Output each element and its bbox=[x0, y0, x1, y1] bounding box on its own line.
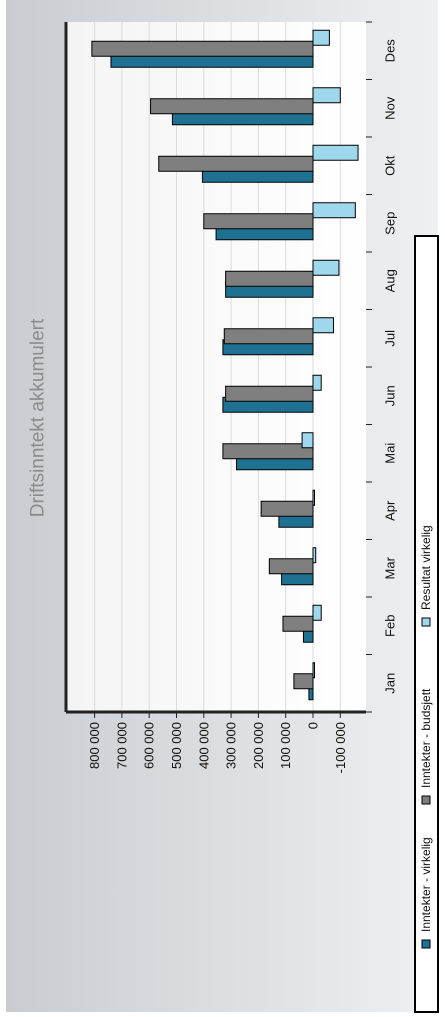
value-tick-label: 600 000 bbox=[142, 722, 157, 769]
category-label: Feb bbox=[383, 615, 398, 637]
bar-resultat-virkelig-des bbox=[312, 29, 330, 46]
legend-label-inntekter-budsjett: Inntekter - budsjett bbox=[419, 688, 433, 788]
bar-resultat-virkelig-mar bbox=[312, 547, 317, 564]
bar-resultat-virkelig-apr bbox=[312, 489, 315, 506]
category-label: Jan bbox=[383, 673, 398, 694]
chart-title: Driftsinntekt akkumulert bbox=[28, 318, 49, 517]
bar-inntekter-budsjett-apr bbox=[260, 500, 314, 517]
plot-area bbox=[66, 22, 366, 712]
legend-label-inntekter-virkelig: Inntekter - virkelig bbox=[419, 837, 433, 932]
legend-swatch-inntekter-virkelig bbox=[421, 939, 431, 949]
category-label: Jul bbox=[383, 330, 398, 347]
bar-inntekter-budsjett-mai bbox=[222, 443, 314, 460]
grid bbox=[94, 22, 341, 712]
value-tick-label: 800 000 bbox=[87, 722, 102, 769]
bar-inntekter-budsjett-mar bbox=[268, 558, 314, 575]
value-tick-label: 0 bbox=[306, 722, 321, 729]
value-tick-label: 700 000 bbox=[114, 722, 129, 769]
axes bbox=[64, 22, 366, 714]
category-label: Mar bbox=[383, 556, 398, 579]
value-tick-label: 200 000 bbox=[251, 722, 266, 769]
legend: Inntekter - virkelig Inntekter - budsjett… bbox=[414, 235, 439, 1013]
bar-inntekter-budsjett-nov bbox=[150, 98, 314, 115]
category-label: Mai bbox=[383, 443, 398, 464]
value-tick-label: 100 000 bbox=[278, 722, 293, 769]
category-label: Des bbox=[383, 39, 398, 63]
bar-resultat-virkelig-jul bbox=[312, 317, 334, 334]
legend-label-resultat-virkelig: Resultat virkelig bbox=[419, 525, 433, 610]
bar-inntekter-budsjett-des bbox=[91, 40, 314, 57]
value-tick-label: 400 000 bbox=[196, 722, 211, 769]
bar-resultat-virkelig-jan bbox=[312, 662, 315, 679]
category-label: Aug bbox=[383, 269, 398, 292]
category-label: Apr bbox=[383, 500, 398, 521]
category-label: Sep bbox=[383, 212, 398, 235]
category-label: Nov bbox=[383, 96, 398, 120]
bar-inntekter-budsjett-okt bbox=[158, 155, 314, 172]
tick-labels: 800 000 700 000 600 000 500 000 400 000 300 0… bbox=[87, 21, 398, 773]
bar-inntekter-budsjett-aug bbox=[225, 270, 314, 287]
legend-swatch-inntekter-budsjett bbox=[421, 795, 431, 805]
value-tick-label: -100 000 bbox=[333, 722, 348, 773]
bar-resultat-virkelig-mai bbox=[301, 432, 314, 449]
bar-resultat-virkelig-feb bbox=[312, 604, 322, 621]
bar-inntekter-budsjett-jul bbox=[223, 328, 314, 345]
bar-resultat-virkelig-jun bbox=[312, 374, 322, 391]
bar-inntekter-budsjett-jun bbox=[225, 385, 314, 402]
bar-resultat-virkelig-aug bbox=[312, 259, 340, 276]
bar-resultat-virkelig-sep bbox=[312, 202, 356, 219]
category-label: Jun bbox=[383, 385, 398, 406]
legend-swatch-resultat-virkelig bbox=[421, 617, 431, 627]
category-label: Okt bbox=[383, 155, 398, 176]
bar-resultat-virkelig-nov bbox=[312, 87, 341, 104]
bar-inntekter-budsjett-jan bbox=[293, 673, 314, 690]
bar-inntekter-budsjett-sep bbox=[203, 213, 314, 230]
bars bbox=[91, 29, 359, 701]
value-tick-label: 500 000 bbox=[169, 722, 184, 769]
bar-resultat-virkelig-okt bbox=[312, 144, 359, 161]
bar-inntekter-budsjett-feb bbox=[282, 615, 314, 632]
value-tick-label: 300 000 bbox=[224, 722, 239, 769]
